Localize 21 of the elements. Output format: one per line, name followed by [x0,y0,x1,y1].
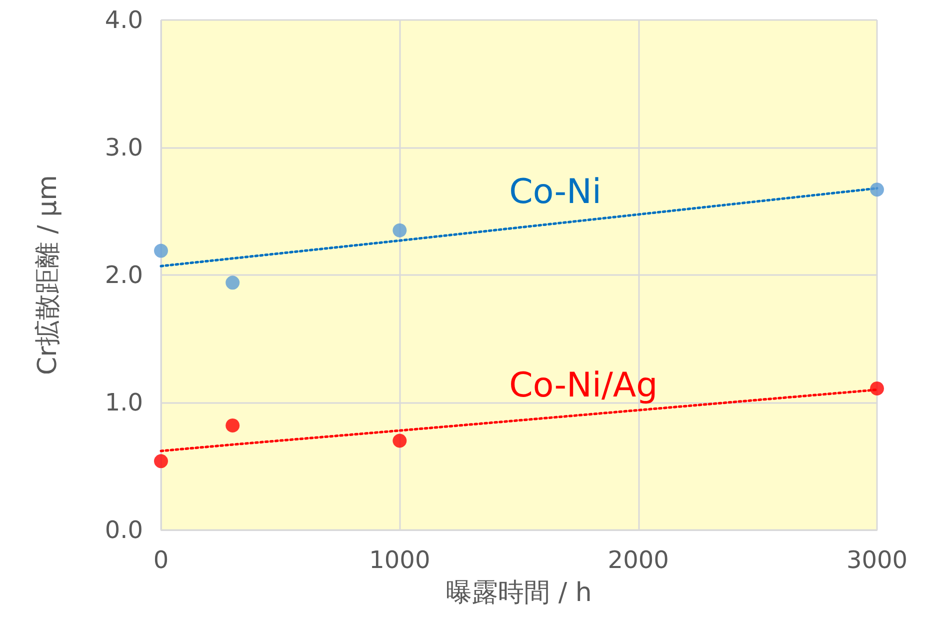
point [154,244,168,258]
x-tick-label: 3000 [846,546,908,574]
point [226,418,240,432]
y-tick-label: 1.0 [104,388,143,416]
point [226,276,240,290]
y-axis-title: Cr拡散距離 / μm [33,174,63,376]
point [392,223,407,238]
x-tick-label: 2000 [608,546,669,574]
y-tick-label: 0.0 [104,516,143,544]
y-tick-label: 3.0 [104,134,143,162]
point [870,381,884,396]
y-tick-label: 2.0 [104,261,143,289]
y-tick-label: 4.0 [104,6,143,34]
series-label: Co-Ni/Ag [509,365,658,406]
series-label: Co-Ni [509,172,602,212]
point [392,434,407,448]
x-axis-title: 曝露時間 / h [446,578,592,608]
x-tick-label: 1000 [369,546,430,574]
point [870,182,884,197]
point [154,454,168,468]
x-tick-label: 0 [153,546,169,574]
